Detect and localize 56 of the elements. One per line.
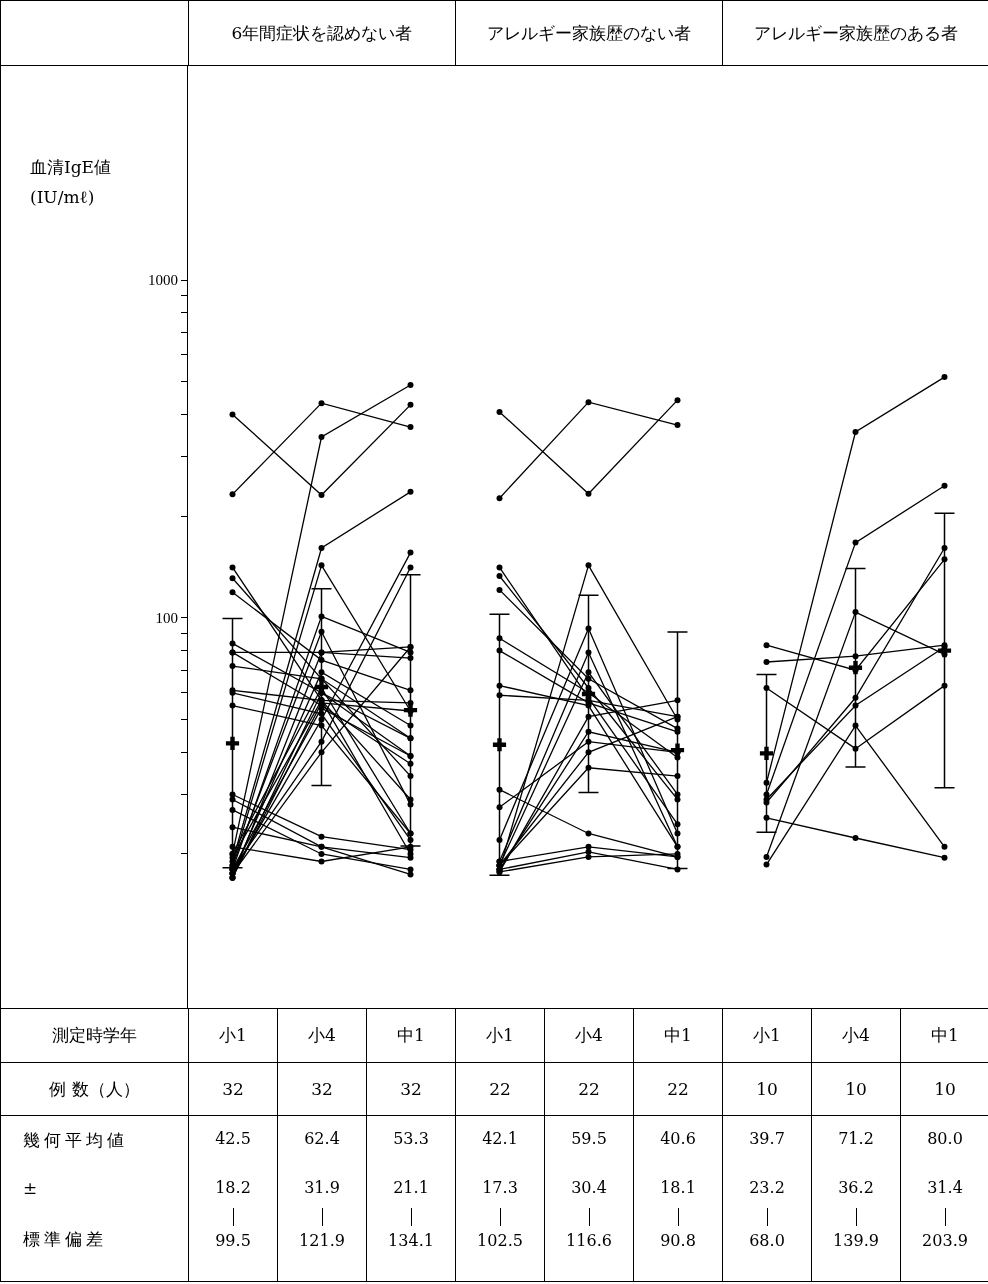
- data-label: 80.0: [926, 1129, 964, 1148]
- x-tick-label: 小1: [188, 1008, 278, 1063]
- y-axis-title: 血清IgE値 (IU/mℓ): [30, 156, 112, 209]
- chart-title: アレルギー家族歴のある者: [722, 0, 988, 66]
- text: 例 数（人）: [0, 1062, 189, 1116]
- x-tick-label: 小4: [544, 1008, 634, 1063]
- text: 68.0: [748, 1231, 786, 1250]
- data-label: 42.5: [214, 1129, 252, 1148]
- text: 30.4: [570, 1178, 608, 1197]
- chart-title: 6年間症状を認めない者: [188, 0, 456, 66]
- text: 121.9: [298, 1231, 346, 1250]
- text: 22: [633, 1062, 723, 1116]
- x-tick-label: 小1: [722, 1008, 812, 1063]
- text: 102.5: [476, 1231, 524, 1250]
- text: 32: [366, 1062, 456, 1116]
- data-label: 40.6: [659, 1129, 697, 1148]
- text: 21.1: [392, 1178, 430, 1197]
- x-tick-label: 小4: [277, 1008, 367, 1063]
- text: 31.4: [926, 1178, 964, 1197]
- text: 22: [455, 1062, 545, 1116]
- text: 17.3: [481, 1178, 519, 1197]
- data-label: 42.1: [481, 1129, 519, 1148]
- text: 23.2: [748, 1178, 786, 1197]
- text: 203.9: [921, 1231, 969, 1250]
- data-label: 39.7: [748, 1129, 786, 1148]
- text: 139.9: [832, 1231, 880, 1250]
- text: 99.5: [214, 1231, 252, 1250]
- text: 10: [811, 1062, 901, 1116]
- text: 116.6: [565, 1231, 613, 1250]
- y-tick-label: 1000: [148, 272, 178, 289]
- x-tick-label: 中1: [900, 1008, 988, 1063]
- text: 幾何平均値: [23, 1129, 129, 1152]
- text: 31.9: [303, 1178, 341, 1197]
- text: 10: [900, 1062, 988, 1116]
- text: 10: [722, 1062, 812, 1116]
- text: 32: [277, 1062, 367, 1116]
- text: 36.2: [837, 1178, 875, 1197]
- text: 標準偏差: [23, 1228, 108, 1251]
- text: 18.1: [659, 1178, 697, 1197]
- chart-title: アレルギー家族歴のない者: [455, 0, 723, 66]
- data-label: 59.5: [570, 1129, 608, 1148]
- x-tick-label: 中1: [366, 1008, 456, 1063]
- text: 32: [188, 1062, 278, 1116]
- text: 134.1: [387, 1231, 435, 1250]
- y-tick-label: 100: [155, 610, 178, 627]
- x-tick-label: 小1: [455, 1008, 545, 1063]
- data-label: 71.2: [837, 1129, 875, 1148]
- text: 22: [544, 1062, 634, 1116]
- data-label: 62.4: [303, 1129, 341, 1148]
- text: 90.8: [659, 1231, 697, 1250]
- text: ±: [23, 1178, 43, 1198]
- x-tick-label: 小4: [811, 1008, 901, 1063]
- x-tick-label: 中1: [633, 1008, 723, 1063]
- data-label: 53.3: [392, 1129, 430, 1148]
- text: 18.2: [214, 1178, 252, 1197]
- text: 測定時学年: [0, 1008, 189, 1063]
